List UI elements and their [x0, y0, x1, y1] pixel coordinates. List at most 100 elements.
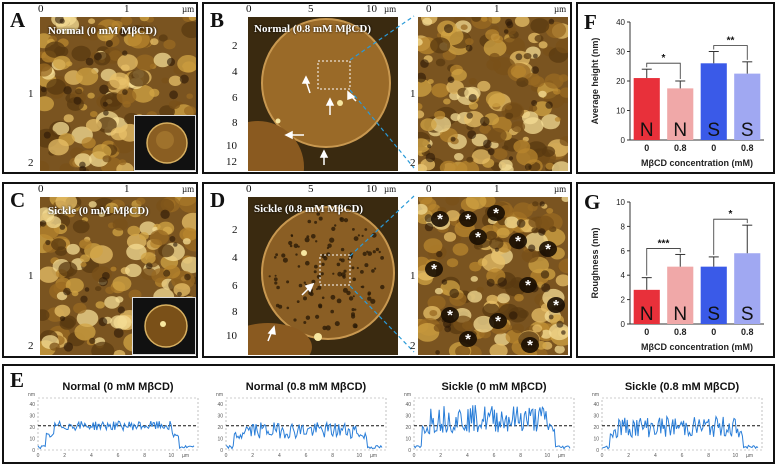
asterisk-mark: *	[515, 233, 521, 250]
profile-frame	[225, 397, 387, 451]
panel-b: B 0 5 10 µm 2 4 6 8 10 12 Normal (0.8 mM…	[202, 2, 572, 174]
profile-x-tick: 0	[601, 453, 604, 459]
bar	[734, 253, 761, 324]
profile-x-unit: µm	[370, 453, 377, 459]
bar-letter: S	[741, 120, 754, 141]
b-zoom-unit: µm	[554, 4, 567, 14]
asterisk-mark: *	[437, 211, 443, 228]
b-unit-label: µm	[384, 4, 397, 14]
profile-y-unit: nm	[28, 392, 35, 398]
profile-y-tick: 10	[217, 436, 223, 442]
c-side-tick-1: 1	[28, 270, 34, 282]
profile-x-tick: 2	[251, 453, 254, 459]
profile-y-tick: 20	[405, 425, 411, 431]
b-zoom-top-tick-1: 1	[494, 3, 500, 15]
bar	[633, 289, 660, 324]
profile-y-tick: 0	[32, 448, 35, 454]
a-side-tick-1: 1	[28, 88, 34, 100]
profile-x-tick: 6	[305, 453, 308, 459]
profile-y-tick: 0	[596, 448, 599, 454]
panel-g: G 0 2 4 6 8 10 N 0 N 0.8 S 0 S 0.8 *** * Roughness (nm) M…	[576, 182, 775, 358]
profile-y-tick: 40	[405, 402, 411, 408]
asterisk-mark: *	[465, 331, 471, 348]
category-label: 0	[644, 143, 649, 153]
profile-x-unit: µm	[182, 453, 189, 459]
significance-label: ***	[658, 238, 670, 249]
b-zoom-connector	[350, 15, 415, 169]
d-top-tick-10: 10	[366, 183, 377, 195]
b-top-tick-5: 5	[308, 3, 314, 15]
profile-y-tick: 0	[220, 448, 223, 454]
panel-label-g: G	[584, 190, 601, 214]
asterisk-mark: *	[545, 241, 551, 258]
profile-line	[225, 420, 383, 450]
d-cell-scene	[248, 206, 395, 355]
profile-y-tick: 20	[29, 425, 35, 431]
bar	[700, 266, 727, 324]
significance-label: *	[662, 53, 666, 64]
d-unit-label: µm	[384, 184, 397, 194]
d-side-tick-4: 4	[232, 252, 238, 264]
profile-y-tick: 20	[593, 425, 599, 431]
a-side-tick-2: 2	[28, 157, 34, 169]
afm-image-d: Sickle (0.8 mM MβCD)	[248, 197, 398, 355]
panel-label-e: E	[10, 368, 25, 392]
profile-y-unit: nm	[592, 392, 599, 398]
y-tick-label: 0	[621, 136, 626, 145]
d-side-tick-10: 10	[226, 330, 237, 342]
panel-f: F 0 10 20 30 40 N 0 N 0.8 S 0 S 0.8 * ** Average height…	[576, 2, 775, 174]
category-label: 0	[644, 327, 649, 337]
c-inset	[132, 297, 196, 355]
a-unit-label: µm	[182, 4, 195, 14]
panel-c: C 0 1 µm 1 2 Sickle (0 mM MβCD)	[2, 182, 198, 358]
b-side-tick-4: 4	[232, 66, 238, 78]
profile-y-tick: 30	[217, 413, 223, 419]
bar-letter: N	[640, 304, 654, 325]
profile-x-tick: 4	[654, 453, 657, 459]
significance-label: **	[727, 36, 735, 47]
x-axis-label: MβCD concentration (mM)	[641, 342, 753, 352]
a-top-tick-0: 0	[38, 3, 44, 15]
profile-x-tick: 0	[37, 453, 40, 459]
bar	[667, 88, 694, 140]
b-side-tick-2: 2	[232, 40, 238, 52]
d-side-tick-8: 8	[232, 306, 238, 318]
a-image-title: Normal (0 mM MβCD)	[48, 25, 157, 37]
bar-letter: N	[673, 120, 687, 141]
bar-letter: S	[741, 304, 754, 325]
profile-title: Normal (0.8 mM MβCD)	[246, 381, 367, 393]
significance-bracket	[713, 218, 748, 255]
panel-label-d: D	[210, 188, 226, 212]
significance-bracket	[646, 62, 681, 79]
panel-d: D 0 5 10 µm 2 4 6 8 10 Sickle (0.8 mM Mβ…	[202, 182, 572, 358]
bar-letter: N	[640, 120, 654, 141]
profile-x-tick: 6	[681, 453, 684, 459]
profile-x-tick: 0	[225, 453, 228, 459]
bar-letter: S	[707, 304, 720, 325]
afm-image-c: Sickle (0 mM MβCD)	[40, 197, 196, 355]
profile-x-tick: 10	[545, 453, 551, 459]
profile-y-tick: 30	[405, 413, 411, 419]
d-zoom-top-tick-1: 1	[494, 183, 500, 195]
profile-x-tick: 2	[439, 453, 442, 459]
profile-y-tick: 40	[29, 402, 35, 408]
afm-texture-b-zoom	[418, 17, 568, 171]
profile-x-tick: 0	[413, 453, 416, 459]
y-axis-label: Roughness (nm)	[590, 227, 600, 298]
b-zoom-side-tick-1: 1	[410, 88, 416, 100]
y-tick-label: 2	[621, 296, 626, 305]
d-top-tick-0: 0	[246, 183, 252, 195]
a-top-tick-1: 1	[124, 3, 130, 15]
profile-y-tick: 30	[29, 413, 35, 419]
profile-title: Sickle (0.8 mM MβCD)	[625, 381, 740, 393]
profile-x-tick: 8	[707, 453, 710, 459]
asterisk-mark: *	[525, 277, 531, 294]
category-label: 0.8	[741, 327, 754, 337]
panel-label-c: C	[10, 188, 26, 212]
profile-y-tick: 10	[593, 436, 599, 442]
profile-x-tick: 10	[169, 453, 175, 459]
category-label: 0	[711, 327, 716, 337]
panel-label-b: B	[210, 8, 225, 32]
afm-zoom-b	[418, 17, 568, 171]
